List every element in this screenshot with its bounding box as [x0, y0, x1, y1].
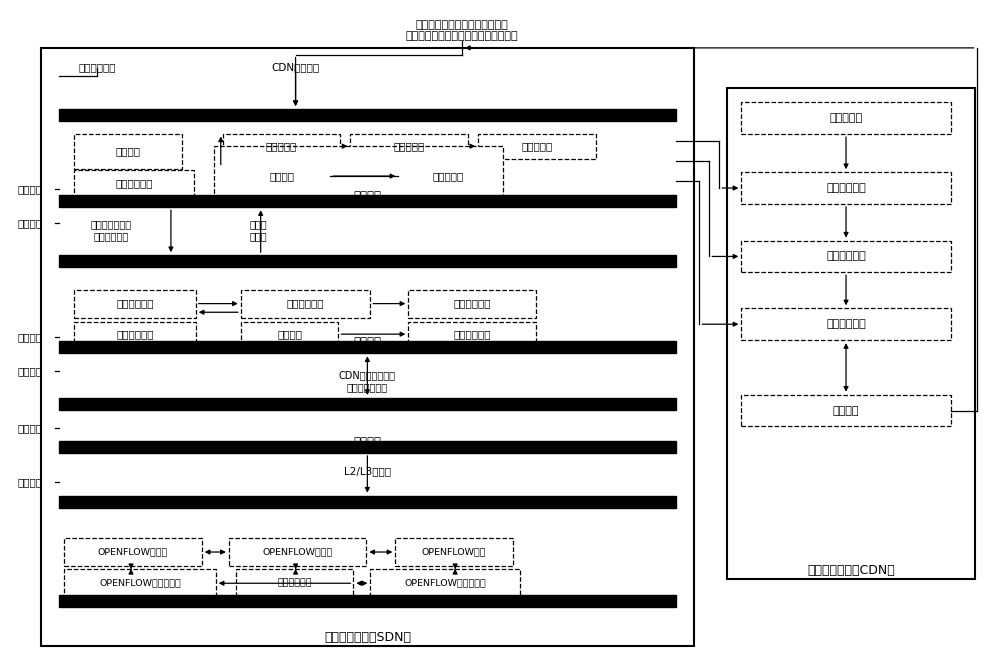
- Bar: [74, 170, 194, 197]
- Text: 内容分发网络（CDN）: 内容分发网络（CDN）: [807, 564, 895, 576]
- Text: 应用单元: 应用单元: [353, 190, 381, 203]
- Bar: [74, 321, 196, 347]
- Text: 分发子模块: 分发子模块: [266, 141, 297, 151]
- Bar: [741, 395, 951, 426]
- Bar: [741, 241, 951, 272]
- Text: 北向接口: 北向接口: [17, 331, 42, 342]
- Text: 资源协同模块: 资源协同模块: [116, 299, 154, 309]
- Text: 应用支撑模块: 应用支撑模块: [287, 299, 324, 309]
- Bar: [233, 163, 330, 189]
- Text: 北向接口: 北向接口: [17, 366, 42, 376]
- Text: 编排反馈模块: 编排反馈模块: [116, 329, 154, 339]
- Text: 负载均衡模块: 负载均衡模块: [115, 178, 153, 188]
- Text: 编排单元: 编排单元: [353, 336, 381, 350]
- Text: OPENFLOW网关: OPENFLOW网关: [422, 548, 486, 556]
- Text: 操作模块: 操作模块: [269, 171, 294, 181]
- Bar: [214, 145, 503, 201]
- Bar: [59, 595, 676, 607]
- Text: OPENFLOW路由器: OPENFLOW路由器: [262, 548, 333, 556]
- Text: 控制单元: 控制单元: [353, 436, 381, 449]
- Text: 内容交付节点: 内容交付节点: [826, 319, 866, 329]
- Text: 用户终端: 用户终端: [833, 406, 859, 416]
- Bar: [398, 163, 498, 189]
- Text: 内容分发节点: 内容分发节点: [826, 183, 866, 193]
- Text: CDN应用申请所需
资源的预留申请: CDN应用申请所需 资源的预留申请: [339, 371, 396, 392]
- Bar: [727, 88, 975, 579]
- Bar: [229, 538, 366, 566]
- Bar: [741, 172, 951, 204]
- Text: 完成预
留申请: 完成预 留申请: [250, 219, 267, 241]
- Bar: [241, 289, 370, 317]
- Text: 外部应用接口: 外部应用接口: [78, 63, 116, 73]
- Bar: [41, 48, 694, 646]
- Text: CDN应用应请: CDN应用应请: [272, 63, 320, 73]
- Bar: [64, 570, 216, 597]
- Text: 内容分发请求（来自用户终端）: 内容分发请求（来自用户终端）: [416, 20, 508, 30]
- Text: 应用引擎模块: 应用引擎模块: [453, 299, 491, 309]
- Text: 请求模块: 请求模块: [116, 147, 141, 157]
- Bar: [59, 255, 676, 267]
- Text: 北极接口: 北极接口: [17, 218, 42, 228]
- Text: 内容数据库: 内容数据库: [829, 113, 863, 123]
- Text: 缓存子模块: 缓存子模块: [394, 141, 425, 151]
- Text: 北极接口: 北极接口: [17, 183, 42, 193]
- Text: 或媒体访问请求（来自内容交付节点）: 或媒体访问请求（来自内容交付节点）: [406, 31, 518, 41]
- Text: 软件定义网络（SDN）: 软件定义网络（SDN）: [325, 631, 412, 644]
- Bar: [741, 102, 951, 134]
- Text: OPENFLOW交换机: OPENFLOW交换机: [98, 548, 168, 556]
- Bar: [236, 570, 353, 597]
- Bar: [74, 289, 196, 317]
- Bar: [478, 133, 596, 159]
- Text: 路由子模块: 路由子模块: [433, 171, 464, 181]
- Text: 南向接口: 南向接口: [17, 478, 42, 488]
- Bar: [59, 195, 676, 207]
- Bar: [59, 496, 676, 508]
- Text: 南向接口: 南向接口: [17, 424, 42, 434]
- Text: 资源需求请求和
业务编排请求: 资源需求请求和 业务编排请求: [91, 219, 132, 241]
- Bar: [59, 109, 676, 121]
- Bar: [59, 441, 676, 453]
- Bar: [741, 308, 951, 340]
- Bar: [59, 342, 676, 354]
- Text: OPENFLOW存储服务器: OPENFLOW存储服务器: [99, 579, 181, 588]
- Bar: [223, 133, 340, 159]
- Text: OPENFLOW自定义设备: OPENFLOW自定义设备: [404, 579, 486, 588]
- Text: 管理模块: 管理模块: [277, 329, 302, 339]
- Bar: [395, 538, 513, 566]
- Bar: [59, 398, 676, 410]
- Text: 数据转发单元: 数据转发单元: [277, 579, 312, 588]
- Text: L2/L3转发表: L2/L3转发表: [344, 467, 391, 477]
- Bar: [350, 133, 468, 159]
- Bar: [74, 134, 182, 169]
- Bar: [241, 321, 338, 347]
- Bar: [408, 289, 536, 317]
- Bar: [64, 538, 202, 566]
- Text: 运营支撑模块: 运营支撑模块: [453, 329, 491, 339]
- Bar: [408, 321, 536, 347]
- Text: 交付子模块: 交付子模块: [521, 141, 553, 151]
- Bar: [370, 570, 520, 597]
- Text: 内容缓存节点: 内容缓存节点: [826, 251, 866, 261]
